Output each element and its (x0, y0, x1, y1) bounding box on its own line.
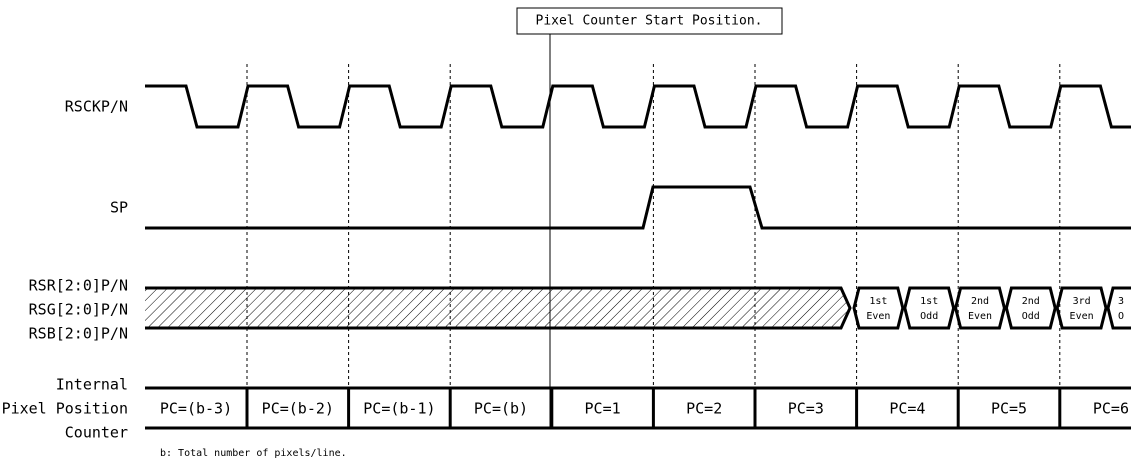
data-cell (903, 286, 956, 330)
cell-text: Odd (920, 311, 938, 322)
cell-text: 2nd (971, 296, 989, 307)
cell-text: 1st (920, 296, 938, 307)
data-cell (1004, 286, 1057, 330)
counter-cell: PC=6 (1093, 400, 1129, 418)
data-cell (1106, 286, 1131, 330)
data-cell (852, 286, 905, 330)
data-cell (954, 286, 1006, 330)
sp-wave (145, 185, 1131, 230)
clock-wave (145, 84, 1131, 129)
data-invalid (145, 288, 850, 328)
counter-cell: PC=(b-1) (363, 400, 435, 418)
cell-text: 1st (869, 296, 887, 307)
counter-label: Pixel Position (2, 400, 128, 418)
counter-cell: PC=2 (686, 400, 722, 418)
data-cells: 1st Even 1st Odd 2nd Even 2nd Odd 3rd Even 3 O (852, 286, 1131, 330)
data-label: RSR[2:0]P/N (29, 277, 128, 295)
counter-cell: PC=4 (889, 400, 925, 418)
sp-label: SP (110, 199, 128, 217)
data-cell (1055, 286, 1108, 330)
cell-text: 2nd (1022, 296, 1040, 307)
counter-label: Internal (56, 376, 128, 394)
data-label: RSB[2:0]P/N (29, 325, 128, 343)
data-label: RSG[2:0]P/N (29, 301, 128, 319)
counter-cells: PC=(b-3) PC=(b-2) PC=(b-1) PC=(b) PC=1 PC=2 PC… (160, 388, 1129, 428)
data-invalid-edge (145, 286, 852, 330)
cell-text: Even (968, 311, 992, 322)
cell-text: Odd (1022, 311, 1040, 322)
cell-text: 3rd (1073, 296, 1091, 307)
counter-cell: PC=(b-3) (160, 400, 232, 418)
counter-cell: PC=(b) (474, 400, 528, 418)
clock-label: RSCKP/N (65, 98, 128, 116)
counter-cell: PC=3 (788, 400, 824, 418)
counter-cell: PC=1 (585, 400, 621, 418)
callout-box (516, 7, 783, 35)
cell-text: Even (1070, 311, 1094, 322)
counter-cell: PC=5 (991, 400, 1027, 418)
cell-text: Even (866, 311, 890, 322)
cell-text: O (1118, 311, 1124, 322)
period-guides (246, 64, 1061, 388)
counter-cell: PC=(b-2) (262, 400, 334, 418)
footnote: b: Total number of pixels/line. (160, 448, 347, 459)
cell-text: 3 (1118, 296, 1124, 307)
counter-label: Counter (65, 424, 128, 442)
callout: Pixel Counter Start Position. (536, 14, 763, 29)
